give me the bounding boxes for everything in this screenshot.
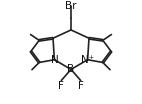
Text: B: B <box>67 64 75 74</box>
Text: N: N <box>51 55 58 65</box>
Text: N⁺: N⁺ <box>81 55 94 65</box>
Text: Br: Br <box>65 1 77 11</box>
Text: F: F <box>78 81 84 91</box>
Text: F: F <box>58 81 64 91</box>
